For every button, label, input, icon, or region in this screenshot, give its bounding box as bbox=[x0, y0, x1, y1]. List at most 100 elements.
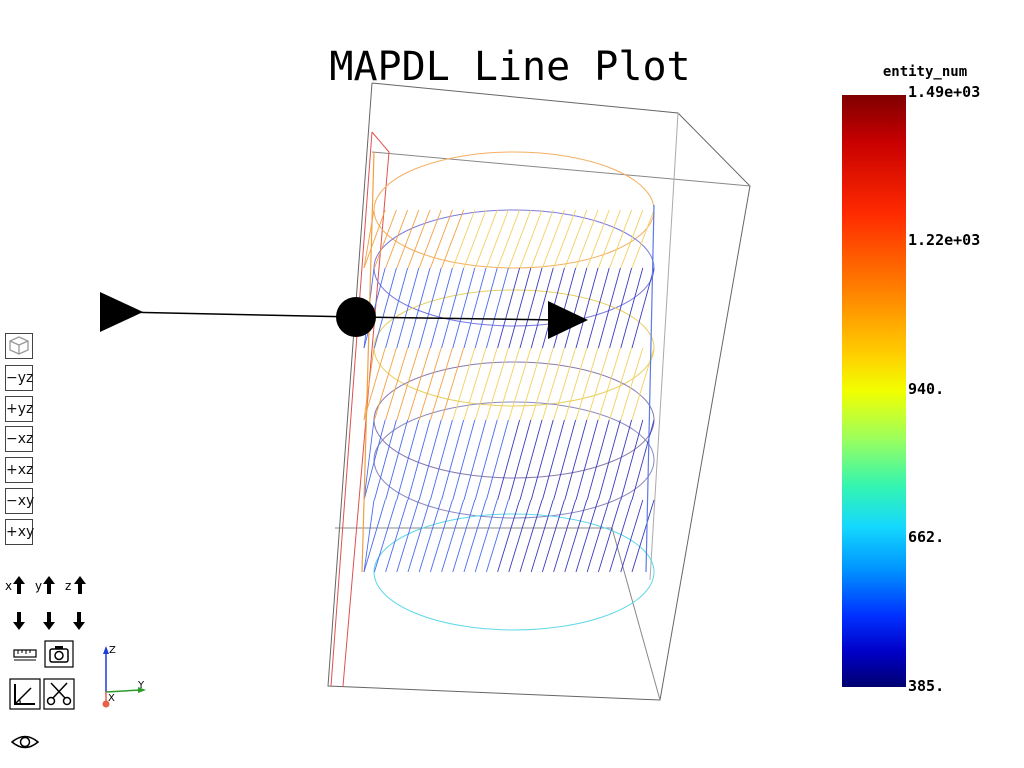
cylinder-edge bbox=[441, 267, 465, 349]
cylinder-edge bbox=[497, 419, 521, 501]
cylinder-edge bbox=[575, 499, 599, 573]
widget-start-handle[interactable] bbox=[100, 292, 143, 332]
cylinder-edge bbox=[497, 267, 521, 349]
widget-center-handle[interactable] bbox=[336, 297, 376, 337]
eye-icon[interactable] bbox=[9, 730, 41, 754]
cylinder-edge bbox=[609, 499, 633, 573]
cylinder-edge bbox=[474, 267, 498, 349]
cylinder-edge bbox=[441, 209, 465, 269]
cylinder-edge bbox=[407, 267, 431, 349]
cylinder-edge bbox=[597, 499, 621, 573]
widget-end-handle[interactable] bbox=[548, 301, 588, 339]
view-neg-xy-button[interactable]: −xy bbox=[5, 488, 34, 514]
cylinder-edge bbox=[407, 419, 431, 501]
cylinder-edge bbox=[631, 209, 655, 269]
cylinder-edge bbox=[553, 209, 577, 269]
cylinder-edge bbox=[385, 209, 409, 269]
cylinder-edge bbox=[620, 267, 644, 349]
cylinder-ring bbox=[373, 289, 655, 407]
cylinder-edge bbox=[564, 209, 588, 269]
cylinder-edge bbox=[418, 419, 442, 501]
colorbar-title: entity_num bbox=[882, 64, 968, 80]
svg-text:x: x bbox=[5, 579, 12, 593]
x-down-icon[interactable] bbox=[13, 612, 25, 630]
view-pos-xy-button[interactable]: +xy bbox=[5, 519, 34, 545]
cylinder-edge bbox=[429, 347, 453, 421]
cylinder-edge bbox=[363, 499, 386, 573]
cylinder-edge bbox=[452, 209, 476, 269]
cylinder-edge bbox=[373, 267, 397, 349]
cylinder-edge bbox=[363, 209, 386, 269]
cylinder-edge bbox=[452, 419, 476, 501]
line-widget[interactable] bbox=[100, 292, 588, 339]
cylinder-edge bbox=[474, 347, 498, 421]
scissors-icon[interactable] bbox=[43, 678, 75, 710]
cylinder-edge bbox=[530, 267, 554, 349]
tool-row-2 bbox=[9, 678, 75, 710]
page-title: MAPDL Line Plot bbox=[329, 44, 691, 90]
cylinder-edge bbox=[407, 347, 431, 421]
measure-angle-icon[interactable] bbox=[9, 678, 41, 710]
cylinder-edge bbox=[564, 267, 588, 349]
cylinder-edge bbox=[363, 419, 375, 501]
cylinder-edge bbox=[620, 419, 644, 501]
camera-icon[interactable] bbox=[44, 640, 74, 668]
cylinder-edge bbox=[497, 499, 521, 573]
orientation-arrows: x y z bbox=[5, 576, 86, 630]
view-neg-xz-button[interactable]: −xz bbox=[5, 426, 33, 452]
cylinder-edge bbox=[396, 267, 420, 349]
cylinder-edge bbox=[497, 209, 521, 269]
cylinder-edge bbox=[541, 209, 565, 269]
cylinder-ring bbox=[373, 361, 655, 479]
cylinder-edge bbox=[363, 419, 386, 501]
svg-text:y: y bbox=[35, 579, 42, 593]
cylinder-edge bbox=[530, 499, 554, 573]
z-down-icon[interactable] bbox=[73, 612, 85, 630]
colorbar-tick-min: 385. bbox=[908, 677, 945, 695]
cylinder-edge bbox=[575, 267, 599, 349]
y-down-icon[interactable] bbox=[43, 612, 55, 630]
cylinder-edge bbox=[575, 347, 599, 421]
y-up-icon[interactable]: y bbox=[35, 576, 55, 594]
colorbar-tick: 1.22e+03 bbox=[908, 231, 981, 249]
cylinder-edge bbox=[575, 419, 599, 501]
cylinder-edge bbox=[396, 347, 420, 421]
view-neg-yz-button[interactable]: −yz bbox=[5, 365, 33, 391]
cylinder-edge bbox=[385, 267, 409, 349]
x-up-icon[interactable]: x bbox=[5, 576, 25, 594]
cylinder-edge bbox=[530, 209, 554, 269]
cylinder-edge bbox=[519, 347, 543, 421]
axis-z-label: Z bbox=[109, 645, 116, 656]
cylinder-edge bbox=[385, 347, 409, 421]
colorbar-tick-max: 1.49e+03 bbox=[908, 83, 981, 101]
cylinder-edge bbox=[407, 209, 431, 269]
cylinder-edge bbox=[463, 209, 487, 269]
cylinder-edge bbox=[530, 347, 554, 421]
cylinder-edge bbox=[363, 347, 375, 421]
cylinder-edge bbox=[530, 419, 554, 501]
cylinder-edge bbox=[441, 419, 465, 501]
cylinder-edge bbox=[463, 267, 487, 349]
cylinder-edge bbox=[553, 267, 577, 349]
cylinder-edge bbox=[586, 499, 610, 573]
isometric-view-button[interactable] bbox=[5, 333, 33, 359]
cylinder-edge bbox=[363, 267, 386, 349]
axis-x-label: X bbox=[108, 693, 115, 704]
colorbar-tick: 940. bbox=[908, 380, 945, 398]
view-pos-xz-button[interactable]: +xz bbox=[5, 457, 33, 483]
view-pos-yz-button[interactable]: +yz bbox=[5, 396, 33, 422]
cylinder-edge bbox=[407, 499, 431, 573]
cylinder-edge bbox=[609, 419, 633, 501]
cylinder-edge bbox=[452, 347, 476, 421]
cylinder-edge bbox=[485, 267, 509, 349]
widget-line bbox=[119, 311, 357, 318]
ruler-icon[interactable] bbox=[13, 649, 37, 661]
z-up-icon[interactable]: z bbox=[65, 576, 86, 594]
boundary-lines bbox=[330, 131, 390, 687]
cylinder-ring bbox=[373, 513, 655, 631]
cylinder-edge bbox=[597, 419, 621, 501]
cylinder-edge bbox=[373, 419, 397, 501]
cylinder-edge bbox=[620, 499, 644, 573]
cylinder-edge bbox=[631, 499, 655, 573]
